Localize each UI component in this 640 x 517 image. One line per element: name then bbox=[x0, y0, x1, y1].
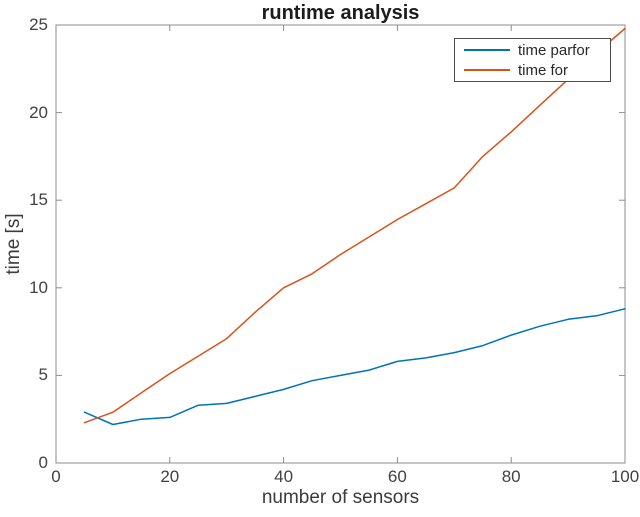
y-axis-label: time [s] bbox=[3, 213, 24, 275]
y-tick-label: 25 bbox=[29, 15, 48, 34]
x-tick-label: 60 bbox=[387, 467, 407, 486]
x-tick-label: 100 bbox=[610, 467, 640, 486]
axes-box bbox=[55, 24, 626, 464]
y-tick-label: 20 bbox=[29, 102, 48, 122]
y-tick-label: 10 bbox=[29, 277, 48, 297]
legend-item-time-for: time for bbox=[455, 61, 610, 79]
chart-title: runtime analysis bbox=[261, 2, 420, 24]
x-tick-label: 40 bbox=[274, 467, 294, 486]
y-tick-label: 0 bbox=[38, 453, 48, 472]
x-tick-label: 20 bbox=[160, 467, 180, 486]
y-tick-label: 5 bbox=[38, 365, 48, 385]
legend-item-label: time parfor bbox=[518, 41, 590, 59]
legend: time parfor time for bbox=[454, 38, 611, 82]
legend-swatch-line bbox=[464, 69, 510, 71]
series-line-time-parfor bbox=[83, 308, 626, 426]
legend-swatch-line bbox=[464, 49, 510, 51]
series-line-time-for bbox=[83, 27, 626, 424]
x-tick-label: 0 bbox=[51, 467, 61, 486]
x-tick-label: 80 bbox=[501, 467, 521, 486]
legend-item-label: time for bbox=[518, 61, 569, 79]
x-axis-label: number of sensors bbox=[261, 487, 420, 508]
y-tick-label: 15 bbox=[29, 190, 48, 210]
legend-item-time-parfor: time parfor bbox=[455, 41, 610, 59]
